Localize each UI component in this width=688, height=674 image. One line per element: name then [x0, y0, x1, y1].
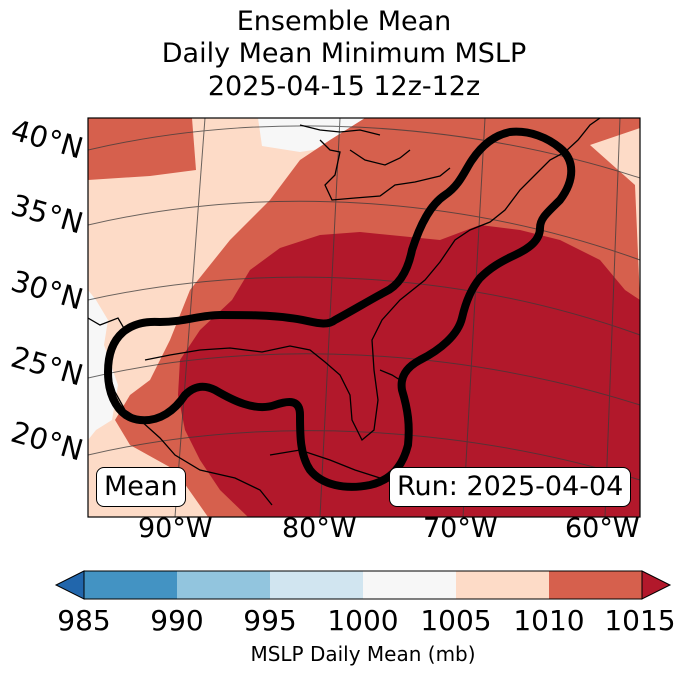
- mean-label-box: Mean: [96, 467, 186, 507]
- colorbar-frame: [83, 570, 643, 600]
- colorbar-tick-990: 990: [150, 604, 204, 637]
- colorbar-bin-1010-1015: [549, 571, 642, 599]
- colorbar-tick-995: 995: [243, 604, 297, 637]
- lon-label-80: 80°W: [282, 513, 357, 544]
- pressure-fill-1010-1015-nw: [88, 118, 196, 180]
- title-line-2: Daily Mean Minimum MSLP: [161, 38, 527, 69]
- colorbar-extend-low: [54, 570, 85, 600]
- colorbar-tick-1015: 1015: [604, 604, 676, 637]
- colorbar-tick-985: 985: [57, 604, 111, 637]
- graticule: [88, 118, 640, 517]
- colorbar-bin-990-995: [177, 571, 270, 599]
- colorbar-bin-985-990: [84, 571, 177, 599]
- colorbar-tick-1005: 1005: [420, 604, 492, 637]
- lon-label-90: 90°W: [138, 513, 213, 544]
- colorbar-bin-995-1000: [270, 571, 363, 599]
- title-line-1: Ensemble Mean: [236, 6, 452, 37]
- colorbar-label: MSLP Daily Mean (mb): [250, 642, 476, 666]
- title-line-3: 2025-04-15 12z-12z: [207, 71, 481, 102]
- colorbar-bin-1005-1010: [456, 571, 549, 599]
- colorbar-tick-1010: 1010: [513, 604, 585, 637]
- ensemble-contour: [104, 127, 576, 491]
- colorbar-bin-1000-1005: [363, 571, 456, 599]
- run-date-box: Run: 2025-04-04: [389, 467, 632, 507]
- colorbar-tick-1000: 1000: [327, 604, 399, 637]
- lon-label-70: 70°W: [423, 513, 498, 544]
- map-frame: [87, 117, 641, 518]
- lon-label-60: 60°W: [565, 513, 640, 544]
- colorbar-extend-high: [641, 570, 672, 600]
